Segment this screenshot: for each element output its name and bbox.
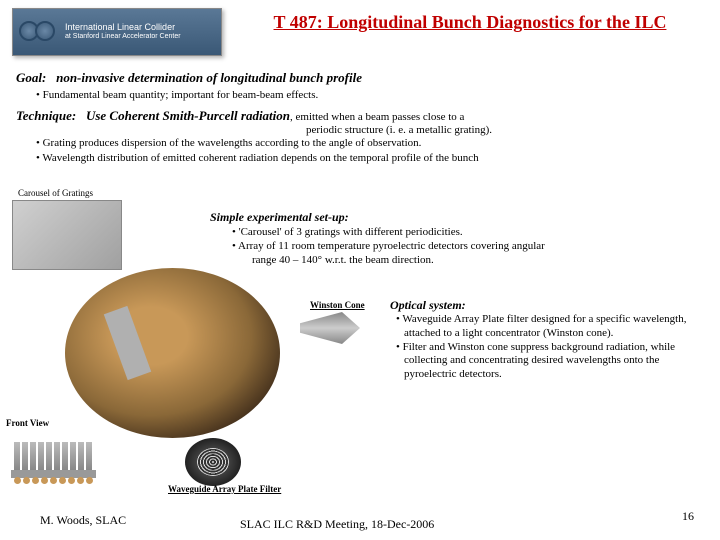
front-view-image (6, 430, 101, 484)
technique-line: Technique: Use Coherent Smith-Purcell ra… (16, 108, 704, 124)
optical-bullet-1: • Waveguide Array Plate filter designed … (390, 313, 702, 341)
slide-title: T 487: Longitudinal Bunch Diagnostics fo… (240, 12, 700, 34)
winston-label: Winston Cone (310, 300, 365, 310)
winston-cone-image (300, 312, 360, 344)
setup-bullet-2: • Array of 11 room temperature pyroelect… (170, 239, 700, 253)
goal-bullet-1: • Fundamental beam quantity; important f… (16, 88, 704, 102)
logo-line1: International Linear Collider (65, 23, 181, 33)
technique-cont: periodic structure (i. e. a metallic gra… (16, 124, 704, 136)
technique-tail: , emitted when a beam passes close to a (290, 111, 464, 123)
setup-bullet-2c: range 40 – 140° w.r.t. the beam directio… (170, 254, 700, 266)
optical-block: Optical system: • Waveguide Array Plate … (390, 298, 702, 382)
setup-block: Simple experimental set-up: • 'Carousel'… (170, 210, 700, 266)
goal-label: Goal: (16, 70, 46, 85)
goal-text: non-invasive determination of longitudin… (50, 70, 362, 85)
logo-banner: International Linear Collider at Stanfor… (12, 8, 222, 56)
logo-text: International Linear Collider at Stanfor… (65, 23, 181, 41)
logo-line2: at Stanford Linear Accelerator Center (65, 33, 181, 41)
optical-title: Optical system: (390, 298, 702, 313)
setup-bullet-1: • 'Carousel' of 3 gratings with differen… (170, 225, 700, 239)
waveguide-image (185, 438, 241, 486)
waveguide-label: Waveguide Array Plate Filter (168, 484, 281, 494)
technique-label: Technique: (16, 108, 76, 123)
footer-meeting: SLAC ILC R&D Meeting, 18-Dec-2006 (240, 517, 434, 532)
technique-lead: Use Coherent Smith-Purcell radiation (86, 108, 290, 123)
carousel-caption: Carousel of Gratings (18, 188, 93, 198)
page-number: 16 (682, 509, 694, 524)
optical-bullet-2: • Filter and Winston cone suppress backg… (390, 341, 702, 382)
setup-title: Simple experimental set-up: (170, 210, 700, 225)
front-view-label: Front View (6, 418, 49, 428)
carousel-image (12, 200, 122, 270)
footer-author: M. Woods, SLAC (40, 513, 126, 528)
logo-icon (17, 15, 59, 49)
goal-line: Goal: non-invasive determination of long… (16, 70, 704, 86)
technique-bullet-2: • Wavelength distribution of emitted coh… (16, 151, 704, 165)
apparatus-image (65, 268, 280, 438)
content-block: Goal: non-invasive determination of long… (16, 70, 704, 165)
technique-bullet-1: • Grating produces dispersion of the wav… (16, 136, 704, 150)
